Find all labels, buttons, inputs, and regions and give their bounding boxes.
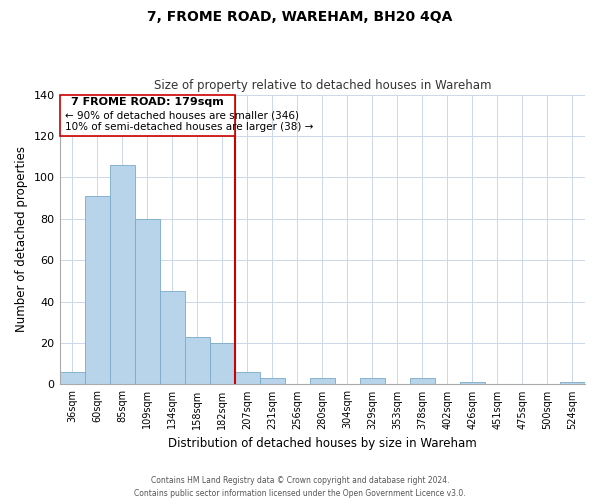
Bar <box>85 196 110 384</box>
X-axis label: Distribution of detached houses by size in Wareham: Distribution of detached houses by size … <box>168 437 476 450</box>
Text: 7, FROME ROAD, WAREHAM, BH20 4QA: 7, FROME ROAD, WAREHAM, BH20 4QA <box>148 10 452 24</box>
Bar <box>209 343 235 384</box>
Bar <box>310 378 335 384</box>
Title: Size of property relative to detached houses in Wareham: Size of property relative to detached ho… <box>154 79 491 92</box>
Bar <box>360 378 385 384</box>
Bar <box>110 165 134 384</box>
Y-axis label: Number of detached properties: Number of detached properties <box>15 146 28 332</box>
Bar <box>560 382 585 384</box>
Bar <box>260 378 285 384</box>
Bar <box>134 219 160 384</box>
Bar <box>410 378 435 384</box>
Bar <box>160 292 185 384</box>
Text: Contains HM Land Registry data © Crown copyright and database right 2024.
Contai: Contains HM Land Registry data © Crown c… <box>134 476 466 498</box>
Bar <box>235 372 260 384</box>
FancyBboxPatch shape <box>59 94 235 136</box>
Bar <box>59 372 85 384</box>
Text: ← 90% of detached houses are smaller (346): ← 90% of detached houses are smaller (34… <box>65 110 299 120</box>
Bar <box>185 337 209 384</box>
Bar <box>460 382 485 384</box>
Text: 10% of semi-detached houses are larger (38) →: 10% of semi-detached houses are larger (… <box>65 122 313 132</box>
Text: 7 FROME ROAD: 179sqm: 7 FROME ROAD: 179sqm <box>71 98 223 108</box>
